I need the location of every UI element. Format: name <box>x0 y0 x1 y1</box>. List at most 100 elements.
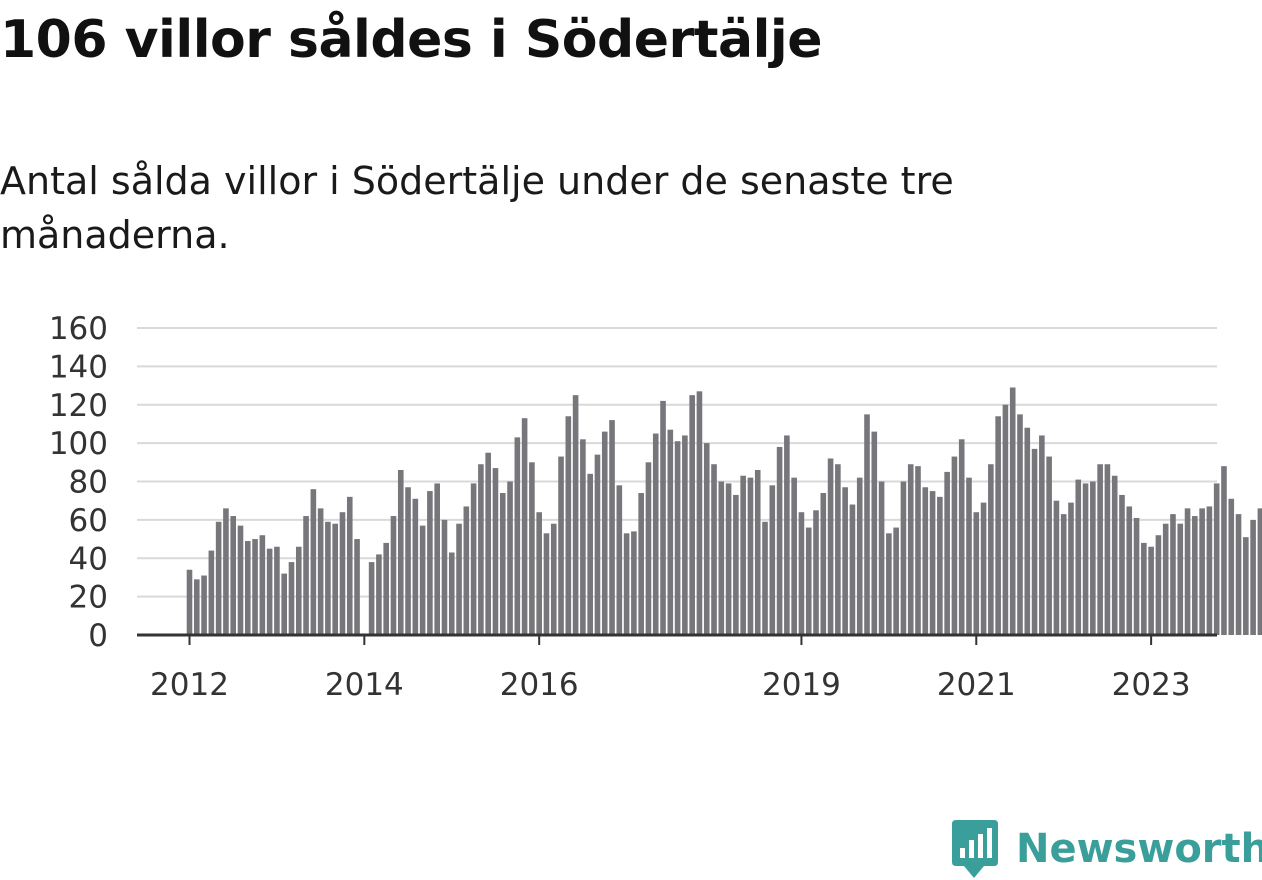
bar <box>886 533 892 635</box>
bar <box>463 506 470 635</box>
bar <box>944 471 950 635</box>
newsworthy-logo: Newsworthy <box>950 818 1262 880</box>
bar <box>412 498 419 635</box>
bar <box>1031 448 1038 635</box>
bar <box>507 481 513 635</box>
brand-name: Newsworthy <box>1016 826 1262 872</box>
y-tick-label: 60 <box>69 503 108 539</box>
bar <box>310 489 317 635</box>
bar <box>288 562 295 635</box>
bar <box>1090 481 1096 635</box>
bar <box>186 569 193 635</box>
bar <box>259 535 266 635</box>
bar <box>674 441 681 635</box>
bar <box>1133 517 1140 635</box>
bar <box>929 491 936 635</box>
bar <box>521 418 528 635</box>
bar <box>842 487 848 635</box>
bar <box>791 477 797 635</box>
x-axis: 2012201420162019202120232025 <box>137 633 1217 703</box>
bar <box>339 512 346 635</box>
bar <box>973 512 980 635</box>
bar <box>784 435 790 635</box>
bar <box>587 473 593 635</box>
bar <box>718 481 725 635</box>
bar <box>1002 404 1009 635</box>
bar <box>798 512 805 635</box>
bar <box>1046 456 1052 635</box>
bar <box>856 477 863 635</box>
bar <box>754 469 761 635</box>
bar <box>1192 516 1198 635</box>
bar <box>376 554 382 635</box>
bar <box>1213 483 1220 635</box>
bar <box>682 435 688 635</box>
bar <box>652 433 659 635</box>
bar <box>609 420 615 635</box>
bar <box>1221 466 1227 635</box>
bar <box>937 496 943 635</box>
bar <box>1082 483 1089 635</box>
bar <box>252 539 258 635</box>
bar <box>733 494 739 635</box>
bar <box>1075 479 1082 635</box>
bar <box>281 573 287 635</box>
bar <box>594 454 601 635</box>
bar <box>1243 537 1249 635</box>
bar <box>550 523 557 635</box>
bar <box>747 477 754 635</box>
bar <box>907 464 914 635</box>
chart-subtitle: Antal sålda villor i Södertälje under de… <box>0 159 954 257</box>
bar <box>1053 500 1060 635</box>
bar <box>835 464 841 635</box>
bar <box>849 504 856 635</box>
bar <box>456 523 462 635</box>
bar <box>434 483 440 635</box>
bar <box>529 462 535 635</box>
bar <box>813 510 819 635</box>
bar <box>805 527 812 635</box>
bar <box>631 531 637 635</box>
bar <box>215 521 222 635</box>
y-tick-label: 160 <box>49 311 108 347</box>
bar <box>536 512 542 635</box>
bar <box>893 527 899 635</box>
bar <box>1009 387 1016 635</box>
bar <box>419 525 426 635</box>
y-tick-label: 100 <box>49 426 108 462</box>
bar <box>616 485 623 635</box>
bar <box>1060 514 1067 635</box>
bar <box>900 481 907 635</box>
bar <box>558 456 564 635</box>
bar <box>820 493 827 635</box>
bar <box>223 508 229 635</box>
x-tick-label: 2023 <box>1112 667 1191 703</box>
bar <box>1170 514 1176 635</box>
bar <box>995 416 1001 635</box>
bar <box>958 439 965 635</box>
bar <box>878 481 885 635</box>
bar <box>1141 542 1147 635</box>
bar <box>390 516 397 635</box>
bar <box>405 487 411 635</box>
bar <box>623 533 630 635</box>
bars <box>186 387 1262 636</box>
bar <box>332 523 338 635</box>
y-tick-label: 0 <box>88 618 108 654</box>
bar <box>922 487 929 635</box>
y-tick-label: 120 <box>49 388 108 424</box>
bar <box>776 446 783 635</box>
bar <box>572 395 579 635</box>
y-tick-label: 140 <box>49 349 108 385</box>
bar <box>580 439 586 635</box>
bar <box>266 548 273 635</box>
bar <box>1184 508 1191 635</box>
x-tick-label: 2012 <box>150 667 229 703</box>
bar <box>1257 508 1262 635</box>
bar <box>740 475 746 635</box>
bar <box>354 539 360 635</box>
bar <box>827 458 834 635</box>
bar <box>478 464 484 635</box>
bar <box>1097 464 1103 635</box>
y-tick-label: 80 <box>69 465 108 501</box>
